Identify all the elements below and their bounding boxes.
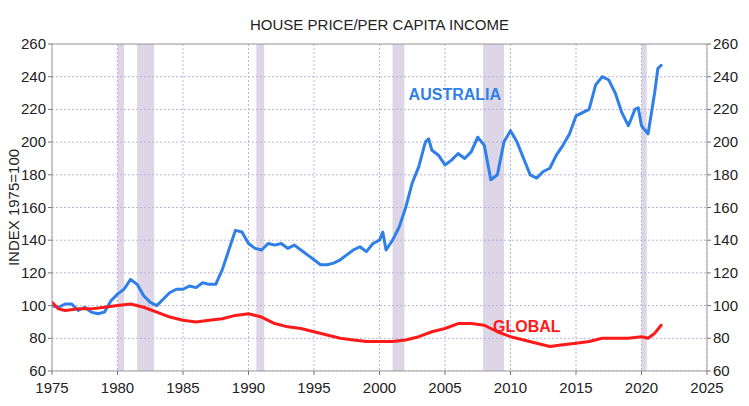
tick	[48, 371, 52, 372]
plot-area	[52, 44, 707, 371]
tick	[707, 272, 711, 273]
y2-tick-label: 160	[713, 199, 738, 216]
x-tick-label: 2000	[363, 379, 396, 396]
y2-tick-label: 120	[713, 264, 738, 281]
grid-line	[379, 44, 380, 371]
chart: 60 80 100 120 140 160 180 200 220 240 260 60 80 100 12…	[0, 0, 749, 406]
y-tick-label: 80	[29, 329, 46, 346]
tick	[183, 371, 184, 375]
x-tick-label: 1985	[166, 379, 199, 396]
tick	[707, 207, 711, 208]
y2-tick-label: 220	[713, 100, 738, 117]
tick	[707, 305, 711, 306]
tick	[48, 272, 52, 273]
x-tick-label: 1995	[297, 379, 330, 396]
tick	[510, 371, 511, 375]
x-tick-label: 2005	[428, 379, 461, 396]
y2-tick-label: 200	[713, 133, 738, 150]
grid-line	[248, 44, 249, 371]
tick	[707, 76, 711, 77]
series-label: GLOBAL	[493, 318, 561, 335]
tick	[48, 240, 52, 241]
y2-tick-label: 140	[713, 231, 738, 248]
tick	[48, 174, 52, 175]
tick	[314, 371, 315, 375]
tick	[48, 76, 52, 77]
y-axis-label: INDEX 1975=100	[5, 149, 22, 266]
tick	[48, 207, 52, 208]
tick	[248, 371, 249, 375]
grid-line	[52, 174, 707, 175]
series-label: AUSTRALIA	[409, 86, 502, 103]
tick	[48, 305, 52, 306]
x-tick-label: 1975	[35, 379, 68, 396]
x-tick-label: 2020	[625, 379, 658, 396]
tick	[707, 142, 711, 143]
x-tick-label: 2010	[494, 379, 527, 396]
grid-line	[117, 44, 118, 371]
grid-line	[576, 44, 577, 371]
tick	[707, 240, 711, 241]
y-tick-label: 100	[21, 297, 46, 314]
y2-tick-label: 260	[713, 35, 738, 52]
y-tick-label: 260	[21, 35, 46, 52]
tick	[707, 371, 708, 375]
y2-tick-label: 100	[713, 297, 738, 314]
x-tick-label: 1990	[232, 379, 265, 396]
tick	[48, 44, 52, 45]
x-tick-label: 2015	[559, 379, 592, 396]
series-line	[52, 302, 661, 346]
y2-tick-label: 80	[713, 329, 730, 346]
tick	[52, 371, 53, 375]
tick	[707, 174, 711, 175]
shaded-period	[393, 44, 405, 371]
y-tick-label: 200	[21, 133, 46, 150]
y-tick-label: 60	[29, 362, 46, 379]
tick	[707, 338, 711, 339]
tick	[48, 109, 52, 110]
tick	[707, 109, 711, 110]
tick	[48, 338, 52, 339]
series-line	[52, 65, 661, 314]
title: HOUSE PRICE/PER CAPITA INCOME	[250, 16, 509, 33]
y-tick-label: 160	[21, 199, 46, 216]
y-tick-label: 120	[21, 264, 46, 281]
y-tick-label: 140	[21, 231, 46, 248]
tick	[576, 371, 577, 375]
tick	[707, 44, 711, 45]
background	[0, 0, 749, 406]
y-tick-label: 220	[21, 100, 46, 117]
tick	[707, 371, 711, 372]
tick	[117, 371, 118, 375]
grid-line	[183, 44, 184, 371]
tick	[641, 371, 642, 375]
grid-line	[314, 44, 315, 371]
grid-line	[52, 207, 707, 208]
x-tick-label: 2025	[690, 379, 723, 396]
y-tick-label: 180	[21, 166, 46, 183]
y2-tick-label: 60	[713, 362, 730, 379]
y2-tick-label: 180	[713, 166, 738, 183]
tick	[379, 371, 380, 375]
plot-frame	[52, 44, 707, 371]
tick	[445, 371, 446, 375]
x-tick-label: 1980	[101, 379, 134, 396]
y2-tick-label: 240	[713, 68, 738, 85]
grid-line	[641, 44, 642, 371]
tick	[48, 142, 52, 143]
y-tick-label: 240	[21, 68, 46, 85]
